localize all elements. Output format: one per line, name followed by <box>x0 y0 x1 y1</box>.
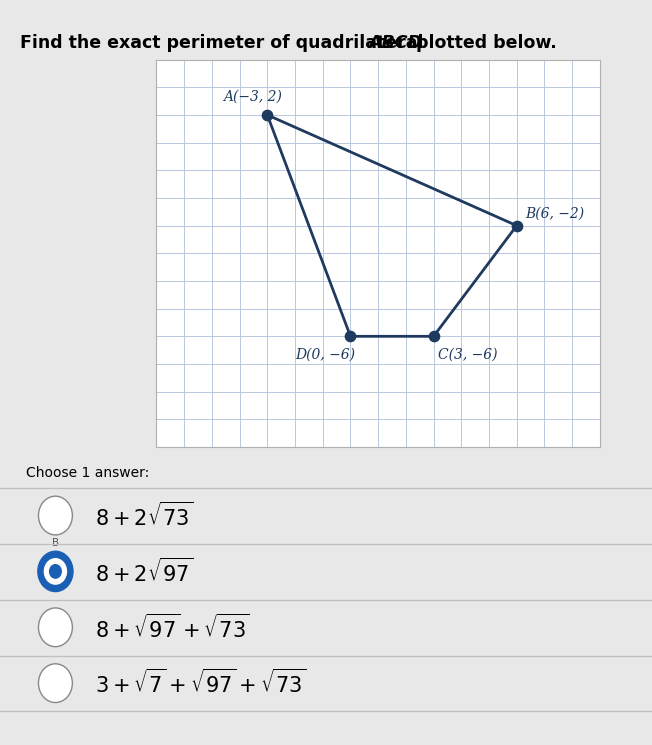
Text: C: C <box>52 622 59 633</box>
Text: plotted below.: plotted below. <box>410 34 557 51</box>
Text: A: A <box>52 510 59 521</box>
Text: Choose 1 answer:: Choose 1 answer: <box>26 466 149 480</box>
Point <box>512 220 522 232</box>
Point <box>346 330 356 342</box>
Point <box>262 109 273 121</box>
Text: D(0, −6): D(0, −6) <box>295 347 355 361</box>
Text: $3 + \sqrt{7} + \sqrt{97} + \sqrt{73}$: $3 + \sqrt{7} + \sqrt{97} + \sqrt{73}$ <box>95 669 306 697</box>
Point <box>428 330 439 342</box>
Text: B: B <box>52 538 59 548</box>
Text: $8 + \sqrt{97} + \sqrt{73}$: $8 + \sqrt{97} + \sqrt{73}$ <box>95 613 250 641</box>
Text: Find the exact perimeter of quadrilateral: Find the exact perimeter of quadrilatera… <box>20 34 429 51</box>
Text: $8 + 2\sqrt{97}$: $8 + 2\sqrt{97}$ <box>95 557 193 586</box>
Text: C(3, −6): C(3, −6) <box>437 347 497 361</box>
Text: D: D <box>52 678 59 688</box>
Text: B(6, −2): B(6, −2) <box>525 206 584 221</box>
Text: $8 + 2\sqrt{73}$: $8 + 2\sqrt{73}$ <box>95 501 193 530</box>
Text: ABCD: ABCD <box>368 34 422 51</box>
Text: A(−3, 2): A(−3, 2) <box>223 90 282 104</box>
